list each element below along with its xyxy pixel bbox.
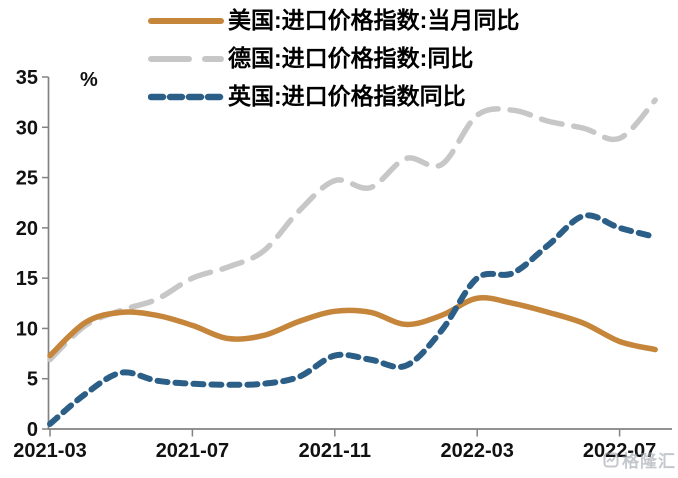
x-tick-label: 2021-03 — [13, 440, 86, 462]
legend-label: 德国:进口价格指数:同比 — [228, 45, 474, 72]
legend-swatch-icon — [148, 56, 224, 62]
y-tick-label: 30 — [16, 117, 38, 139]
watermark: 格隆汇 — [603, 447, 676, 472]
y-tick-label: 10 — [16, 318, 38, 340]
y-tick-label: 0 — [27, 419, 38, 441]
y-tick-label: 35 — [16, 67, 38, 89]
watermark-text: 格隆汇 — [622, 452, 676, 471]
watermark-logo-icon — [603, 452, 619, 467]
chart-legend: 美国:进口价格指数:当月同比 德国:进口价格指数:同比 英国:进口价格指数同比 — [148, 6, 519, 112]
legend-item-2: 英国:进口价格指数同比 — [148, 82, 519, 112]
legend-label: 美国:进口价格指数:当月同比 — [228, 7, 520, 34]
x-tick-label: 2021-11 — [299, 440, 371, 462]
legend-item-0: 美国:进口价格指数:当月同比 — [148, 6, 519, 36]
series-line-2 — [47, 212, 659, 427]
y-tick-label: 25 — [16, 168, 38, 190]
y-tick-label: 15 — [16, 268, 38, 290]
legend-item-1: 德国:进口价格指数:同比 — [148, 44, 519, 74]
legend-swatch-icon — [148, 18, 224, 24]
x-tick-label: 2021-07 — [156, 440, 229, 462]
y-axis-unit-label: % — [80, 69, 98, 91]
x-tick-label: 2022-03 — [440, 440, 513, 462]
series-line-0 — [47, 295, 658, 359]
x-tick-label: 2022-07 — [583, 440, 656, 462]
y-tick-label: 5 — [27, 369, 38, 391]
legend-swatch-icon — [148, 93, 224, 101]
legend-label: 英国:进口价格指数同比 — [228, 83, 466, 110]
y-tick-label: 20 — [16, 218, 38, 240]
series-line-1 — [47, 97, 658, 363]
